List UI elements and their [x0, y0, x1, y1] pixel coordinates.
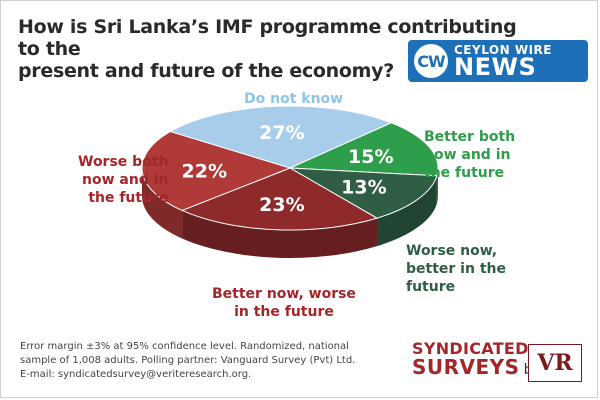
pie-slice-4: [141, 131, 292, 211]
pie-value-label-1: 15%: [348, 146, 393, 168]
pie-side-2: [376, 175, 437, 247]
slice-label-line: now and in: [82, 172, 169, 188]
pie-value-label-2: 13%: [341, 176, 386, 198]
footer-line-2: sample of 1,008 adults. Polling partner:…: [20, 355, 356, 366]
pie-sides: [142, 168, 438, 258]
pie-slice-0: [169, 105, 393, 169]
pie-value-label-0: 27%: [259, 122, 304, 144]
logo-top-text: CEYLON WIRE: [454, 43, 552, 57]
slice-label-line: better in the: [406, 261, 506, 277]
footer-line-1: Error margin ±3% at 95% confidence level…: [20, 341, 349, 352]
pie-values: 27% 15% 13% 23% 22%: [182, 122, 394, 216]
verite-research-logo: VR: [528, 344, 582, 382]
pie-tops: [141, 105, 439, 231]
footer-line-3: E-mail: syndicatedsurvey@veriteresearch.…: [20, 369, 252, 380]
methodology-note: Error margin ±3% at 95% confidence level…: [20, 340, 390, 382]
slice-label-line: the future: [88, 190, 169, 206]
title-line-1: How is Sri Lanka’s IMF programme contrib…: [18, 16, 517, 60]
pie-side-4: [142, 168, 183, 239]
slice-label-line: Worse now,: [406, 243, 498, 259]
slice-label-line: in the future: [234, 304, 334, 320]
title-line-2: present and future of the economy?: [18, 60, 394, 82]
slice-label-line: Do not know: [244, 91, 344, 107]
slice-label-line: Worse both: [78, 154, 169, 170]
slice-label-better-now-worse-future: Better now, worse in the future: [212, 285, 356, 321]
syndicated-surveys-logo: SYNDICATED SURVEYSby: [412, 340, 542, 379]
pie-value-label-4: 22%: [182, 160, 227, 182]
pie-side-1: [436, 168, 438, 204]
slice-label-do-not-know: Do not know: [244, 90, 343, 108]
brand-line-2: SURVEYS: [412, 355, 520, 379]
chart-title: How is Sri Lanka’s IMF programme contrib…: [18, 16, 518, 82]
pie-slice-3: [180, 167, 379, 231]
pie-value-label-3: 23%: [259, 194, 304, 216]
slice-label-worse-both: Worse both now and in the future: [78, 153, 168, 207]
slice-label-line: the future: [424, 165, 505, 181]
pie-side-3: [182, 210, 377, 258]
cw-logo-icon: CW: [414, 44, 448, 78]
pie-slice-2: [289, 167, 438, 219]
slice-label-line: now and in: [424, 147, 511, 163]
slice-label-line: Better now, worse: [212, 286, 356, 302]
brand-line-1: SYNDICATED: [412, 339, 529, 358]
slice-label-line: future: [406, 279, 456, 295]
ceylon-wire-news-logo: CW CEYLON WIRE NEWS: [408, 40, 588, 82]
logo-bottom-text: NEWS: [454, 53, 537, 81]
slice-label-worse-now-better-future: Worse now, better in the future: [406, 242, 506, 296]
slice-label-better-both: Better both now and in the future: [424, 128, 515, 182]
pie-slice-1: [289, 122, 439, 177]
slice-label-line: Better both: [424, 129, 516, 145]
